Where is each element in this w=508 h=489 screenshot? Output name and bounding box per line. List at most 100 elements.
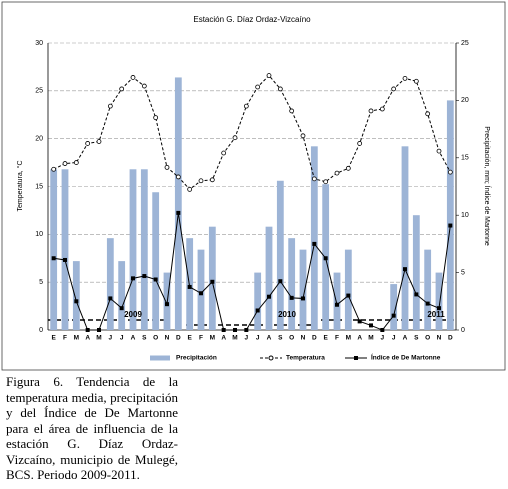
x-tick-label: N bbox=[165, 335, 170, 342]
x-tick-label: A bbox=[221, 335, 226, 342]
point bbox=[368, 108, 374, 114]
point bbox=[221, 328, 226, 332]
point bbox=[210, 279, 215, 284]
x-tick-label: S bbox=[278, 335, 283, 342]
point bbox=[425, 301, 430, 306]
point bbox=[221, 150, 227, 156]
x-tick-label: E bbox=[51, 335, 56, 342]
annotation: 2011 bbox=[427, 310, 445, 319]
point bbox=[335, 302, 339, 307]
x-tick-label: M bbox=[96, 335, 101, 342]
x-tick-label: N bbox=[437, 335, 442, 342]
x-tick-label: E bbox=[323, 335, 328, 342]
point bbox=[107, 103, 113, 109]
point bbox=[232, 135, 238, 141]
point bbox=[413, 78, 419, 84]
y-tick-label: 5 bbox=[39, 279, 43, 286]
point bbox=[141, 83, 147, 89]
y-tick-label: 10 bbox=[35, 231, 43, 238]
x-tick-label: M bbox=[232, 335, 237, 342]
point bbox=[85, 141, 91, 146]
point bbox=[266, 73, 272, 78]
point bbox=[165, 302, 169, 307]
y2-tick-label: 25 bbox=[461, 40, 469, 47]
legend-swatch bbox=[150, 355, 170, 361]
x-tick-label: N bbox=[301, 335, 306, 342]
x-tick-label: J bbox=[256, 335, 260, 342]
point bbox=[142, 274, 147, 279]
point bbox=[187, 284, 192, 289]
point bbox=[301, 296, 305, 301]
point bbox=[357, 319, 362, 324]
point bbox=[243, 103, 249, 109]
chart-frame bbox=[1, 1, 506, 371]
point bbox=[300, 133, 306, 139]
x-tick-label: D bbox=[448, 335, 453, 342]
bar bbox=[140, 169, 148, 330]
point bbox=[403, 267, 407, 272]
point bbox=[97, 328, 101, 332]
point bbox=[289, 108, 295, 114]
x-tick-label: A bbox=[357, 335, 362, 342]
y2-tick-label: 10 bbox=[461, 212, 469, 219]
point bbox=[176, 210, 181, 215]
bar bbox=[118, 261, 126, 330]
bar bbox=[344, 249, 352, 330]
x-tick-label: O bbox=[153, 335, 158, 342]
x-tick-label: J bbox=[109, 335, 113, 342]
point bbox=[63, 257, 67, 262]
point bbox=[278, 279, 283, 284]
point bbox=[244, 328, 249, 332]
point bbox=[323, 179, 329, 185]
caption: Figura 6. Tendencia de la temperatura me… bbox=[6, 374, 178, 482]
x-tick-label: O bbox=[289, 335, 294, 342]
point bbox=[391, 86, 397, 92]
point bbox=[209, 177, 215, 183]
bar bbox=[412, 215, 420, 330]
point bbox=[199, 291, 203, 296]
point bbox=[255, 84, 261, 90]
point bbox=[198, 178, 204, 184]
point bbox=[380, 328, 385, 332]
y-axis-label: Temperatura, °C bbox=[16, 160, 24, 211]
point bbox=[73, 160, 79, 165]
bar bbox=[265, 226, 273, 330]
point bbox=[131, 276, 135, 281]
bar bbox=[152, 192, 160, 330]
point bbox=[448, 223, 453, 228]
x-tick-label: O bbox=[425, 335, 430, 342]
legend-label: Precipitación bbox=[176, 355, 217, 362]
y2-tick-label: 5 bbox=[461, 269, 465, 276]
annotation: 2009 bbox=[124, 310, 142, 319]
point bbox=[187, 186, 193, 192]
bar bbox=[299, 249, 307, 330]
annotation: 2010 bbox=[278, 310, 296, 319]
point bbox=[277, 86, 283, 92]
line bbox=[53, 74, 451, 191]
legend-marker bbox=[354, 356, 358, 360]
x-tick-label: E bbox=[187, 335, 192, 342]
point bbox=[402, 75, 408, 81]
x-tick-label: M bbox=[346, 335, 351, 342]
y2-tick-label: 20 bbox=[461, 97, 469, 104]
y-tick-label: 30 bbox=[35, 40, 43, 47]
legend-label: Temperatura bbox=[286, 355, 325, 362]
chart-title: Estación G. Díaz Ordaz-Vizcaíno bbox=[193, 15, 311, 24]
point bbox=[51, 166, 57, 172]
bar bbox=[390, 284, 398, 330]
x-tick-label: F bbox=[63, 335, 67, 342]
x-tick-label: J bbox=[120, 335, 124, 342]
point bbox=[414, 292, 419, 297]
x-tick-label: A bbox=[267, 335, 272, 342]
point bbox=[345, 165, 351, 171]
bar bbox=[254, 272, 262, 330]
point bbox=[323, 256, 328, 261]
bar bbox=[435, 272, 443, 330]
point bbox=[74, 299, 79, 304]
bar bbox=[276, 180, 284, 330]
bar bbox=[129, 169, 137, 330]
x-tick-label: M bbox=[74, 335, 79, 342]
y-tick-label: 20 bbox=[35, 136, 43, 143]
point bbox=[255, 308, 260, 313]
